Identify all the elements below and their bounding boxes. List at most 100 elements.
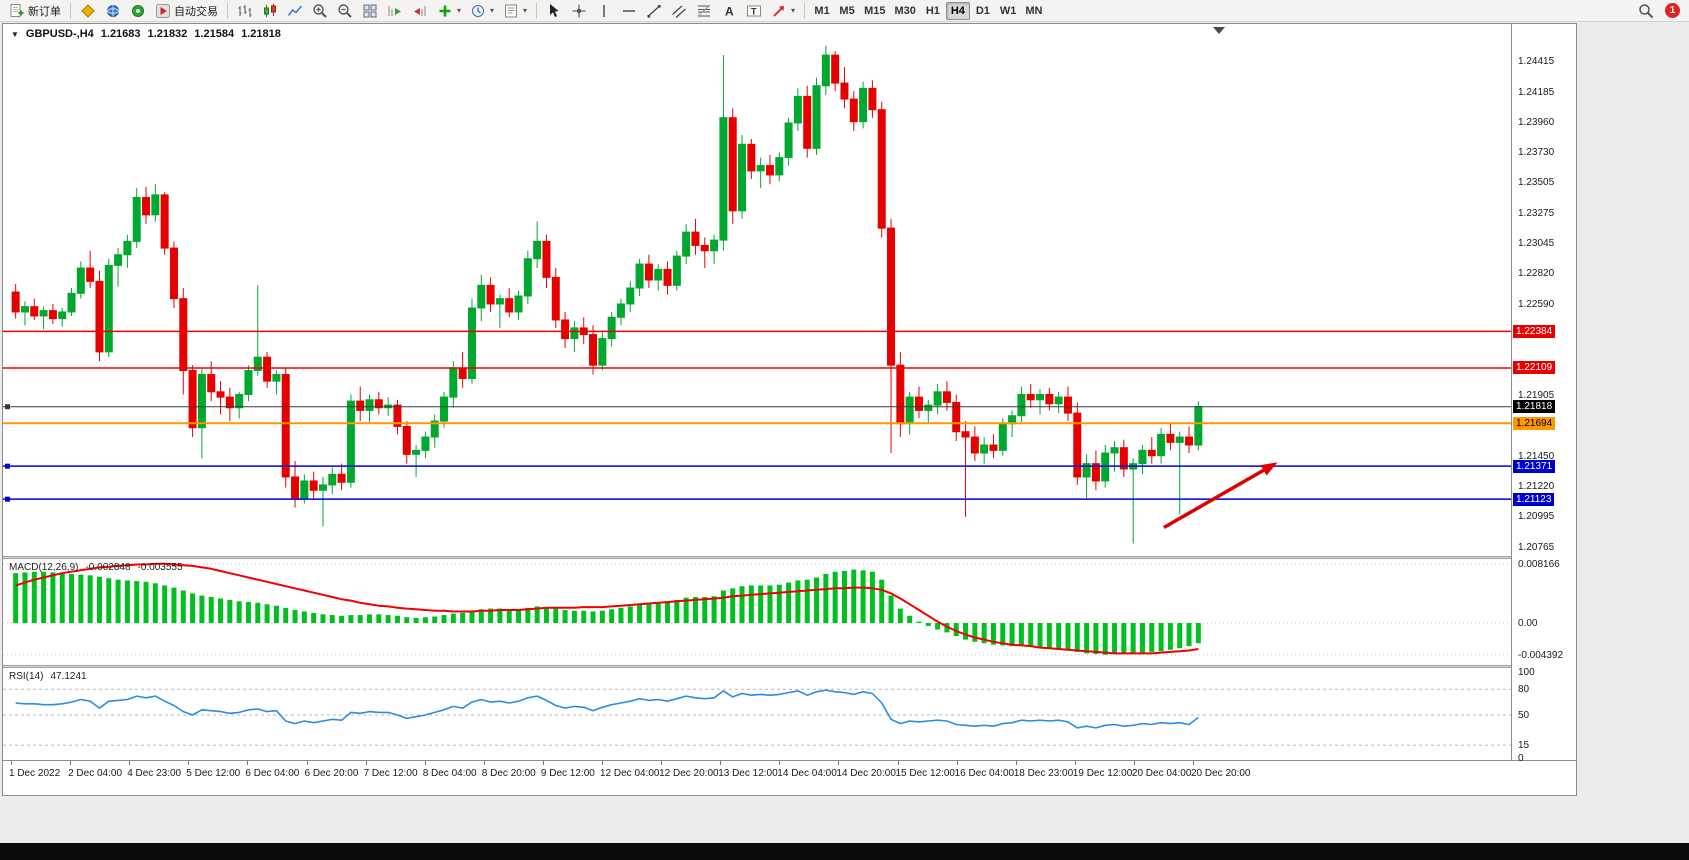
hline-icon (621, 3, 637, 19)
text-label-tool[interactable]: T (742, 1, 766, 20)
trend-icon (646, 3, 662, 19)
time-label: 14 Dec 04:00 (777, 768, 837, 779)
svg-text:A: A (725, 4, 734, 18)
shift-icon (412, 3, 428, 19)
notification-badge[interactable]: 1 (1665, 3, 1680, 18)
rsi-tick: 0 (1518, 752, 1524, 764)
macd-canvas (3, 562, 1511, 656)
timeframe-d1-button[interactable]: D1 (975, 4, 990, 17)
auto-scroll-button[interactable] (383, 1, 407, 20)
indicators-button[interactable]: ▾ (433, 1, 465, 20)
price-tick: 1.21450 (1518, 450, 1555, 462)
time-tick (720, 761, 722, 765)
chart-shift-button[interactable] (408, 1, 432, 20)
price-tick: 1.23730 (1518, 147, 1555, 159)
horizontal-line-tool[interactable] (617, 1, 641, 20)
cursor-tool[interactable] (542, 1, 566, 20)
market-depth-button[interactable] (101, 1, 125, 20)
new-order-button-label: 新订单 (28, 5, 61, 18)
time-label: 4 Dec 23:00 (127, 768, 182, 779)
macd-label: MACD(12,26,9) -0.002848 -0.003555 (9, 562, 183, 573)
time-label: 16 Dec 04:00 (954, 768, 1015, 779)
price-pane[interactable]: ▼ GBPUSD-,H4 1.21683 1.21832 1.21584 1.2… (3, 24, 1511, 556)
community-button[interactable] (126, 1, 150, 20)
macd-pane-splitter[interactable] (3, 556, 1576, 559)
channel-tool[interactable] (667, 1, 691, 20)
circle-green-icon (130, 3, 146, 19)
rsi-pane[interactable]: RSI(14) 47.1241 (3, 668, 1511, 760)
hlines-layer[interactable] (3, 330, 1511, 502)
one-click-expander-icon[interactable]: ▼ (11, 29, 19, 39)
timeframe-h1-button[interactable]: H1 (925, 4, 940, 17)
time-label: 7 Dec 12:00 (363, 768, 418, 779)
rsi-pane-splitter[interactable] (3, 665, 1576, 668)
text-icon: A (721, 3, 737, 19)
rsi-tick: 50 (1518, 709, 1530, 721)
time-label: 12 Dec 20:00 (659, 768, 719, 779)
crosshair-tool[interactable] (567, 1, 591, 20)
chevron-down-icon: ▾ (457, 6, 462, 15)
chart-shift-marker[interactable] (1213, 27, 1225, 34)
zoom-out-button[interactable] (333, 1, 357, 20)
search-button[interactable] (1634, 1, 1658, 20)
trendline-tool[interactable] (642, 1, 666, 20)
rsi-value: 47.1241 (50, 671, 87, 682)
price-chart-canvas[interactable] (3, 24, 1511, 556)
macd-name: MACD(12,26,9) (9, 562, 79, 573)
trend-arrow[interactable] (1163, 462, 1278, 530)
fibo-icon (696, 3, 712, 19)
zoom-in-button[interactable] (308, 1, 332, 20)
globe-blue-icon (105, 3, 121, 19)
timeframe-m5-button[interactable]: M5 (839, 4, 855, 17)
timeframe-mn-button[interactable]: MN (1025, 4, 1043, 17)
text-tool[interactable]: A (717, 1, 741, 20)
time-axis: 1 Dec 2022 2 Dec 04:00 4 Dec 23:00 5 Dec 12… (3, 760, 1576, 795)
autotrading-button[interactable]: 自动交易 (151, 1, 222, 20)
timeframe-m15-button[interactable]: M15 (864, 4, 886, 17)
time-label: 8 Dec 20:00 (481, 768, 536, 779)
arrows-icon (771, 3, 787, 19)
macd-tick: -0.004392 (1518, 649, 1564, 661)
time-label: 6 Dec 04:00 (245, 768, 300, 779)
tile-icon (362, 3, 378, 19)
time-tick (956, 761, 958, 765)
ohlc-low: 1.21584 (194, 28, 235, 40)
price-tick: 1.24415 (1518, 56, 1555, 68)
price-axis: 1.24415 1.24185 1.23960 1.23730 1.23505 1.232… (1511, 24, 1576, 764)
vertical-line-tool[interactable] (592, 1, 616, 20)
periods-button[interactable]: ▾ (466, 1, 498, 20)
line-chart-button[interactable] (283, 1, 307, 20)
rsi-canvas (3, 688, 1511, 746)
price-tick: 1.23505 (1518, 177, 1555, 189)
arrows-tool[interactable]: ▾ (767, 1, 799, 20)
time-label: 15 Dec 12:00 (895, 768, 956, 779)
charts-panel-button[interactable] (76, 1, 100, 20)
time-tick (1133, 761, 1135, 765)
new-order-icon (9, 3, 25, 19)
templates-button[interactable]: ▾ (499, 1, 531, 20)
toolbar-separator (804, 2, 806, 19)
line-price-badge: 1.21694 (1513, 416, 1556, 430)
fibonacci-tool[interactable] (692, 1, 716, 20)
rsi-tick: 100 (1518, 666, 1535, 678)
time-label: 9 Dec 12:00 (540, 768, 595, 779)
candlestick-chart-button[interactable] (258, 1, 282, 20)
timeframe-m30-button[interactable]: M30 (894, 4, 916, 17)
tile-windows-button[interactable] (358, 1, 382, 20)
zoom-in-icon (312, 3, 328, 19)
macd-signal-value: -0.003555 (137, 562, 183, 573)
taskbar[interactable] (0, 843, 1689, 860)
macd-pane[interactable]: MACD(12,26,9) -0.002848 -0.003555 (3, 559, 1511, 665)
toolbar-separator (227, 2, 228, 19)
rsi-line (15, 689, 1199, 729)
timeframe-h4-button[interactable]: H4 (945, 1, 970, 20)
toolbar-separator (536, 2, 538, 19)
timeframe-m1-button[interactable]: M1 (814, 4, 830, 17)
new-order-button[interactable]: 新订单 (5, 1, 65, 20)
bar-chart-button[interactable] (233, 1, 257, 20)
timeframe-w1-button[interactable]: W1 (999, 4, 1017, 17)
time-tick (483, 761, 485, 765)
time-tick (1193, 761, 1194, 765)
line-price-badge: 1.22384 (1513, 324, 1556, 338)
